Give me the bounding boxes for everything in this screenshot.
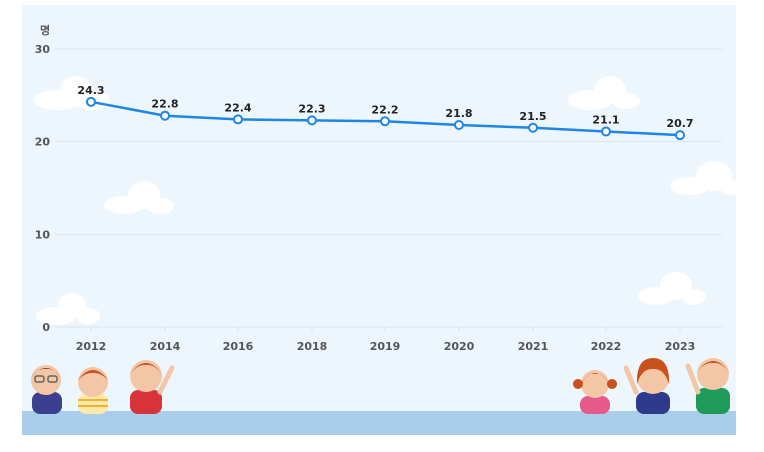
y-tick-label: 10: [35, 228, 51, 241]
data-label: 22.4: [224, 101, 251, 114]
data-point: [528, 122, 538, 133]
data-point: [233, 114, 243, 125]
x-tick-label: 2022: [591, 340, 622, 353]
children-illustration-right: [573, 358, 730, 414]
y-axis-ticks: 0 10 20 30: [35, 43, 51, 334]
data-labels: 24.3 22.8 22.4 22.3 22.2 21.8 21.5 21.1 20.7: [77, 84, 693, 130]
x-tick-label: 2019: [370, 340, 401, 353]
y-tick-label: 30: [35, 43, 51, 56]
data-point: [601, 126, 611, 137]
cloud-icon: [568, 76, 640, 110]
data-point: [675, 130, 685, 141]
data-label: 20.7: [666, 117, 693, 130]
x-tick-label: 2018: [297, 340, 328, 353]
grid-lines: [55, 48, 722, 328]
cloud-icon: [36, 293, 100, 325]
y-tick-label: 20: [35, 136, 51, 149]
x-axis-ticks: 2012 2014 2016 2018 2019 2020 2021 2022 2023: [76, 327, 696, 353]
data-point: [307, 115, 317, 126]
x-tick-label: 2023: [665, 340, 696, 353]
cloud-icon: [638, 272, 706, 305]
data-label: 24.3: [77, 84, 104, 97]
data-label: 21.8: [445, 107, 472, 120]
data-label: 22.2: [371, 103, 398, 116]
y-unit-label: 명: [40, 23, 50, 37]
data-point: [86, 96, 96, 107]
data-point: [380, 116, 390, 127]
x-tick-label: 2012: [76, 340, 107, 353]
y-tick-label: 0: [42, 321, 50, 334]
data-point: [160, 110, 170, 121]
data-label: 21.1: [592, 113, 619, 126]
x-tick-label: 2021: [518, 340, 549, 353]
data-label: 22.3: [298, 102, 325, 115]
series-layer: [86, 96, 685, 141]
x-tick-label: 2016: [223, 340, 254, 353]
x-tick-label: 2014: [150, 340, 181, 353]
cloud-icon: [104, 181, 174, 214]
x-tick-label: 2020: [444, 340, 475, 353]
children-illustration-left: [31, 360, 175, 414]
data-label: 22.8: [151, 98, 178, 111]
ground-strip: [22, 411, 736, 435]
data-point: [454, 119, 464, 130]
data-label: 21.5: [519, 110, 546, 123]
cloud-icon: [670, 161, 740, 195]
